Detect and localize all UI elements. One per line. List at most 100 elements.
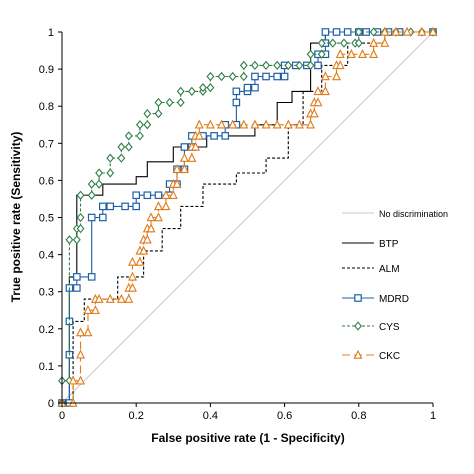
legend-label: MDRD — [379, 294, 409, 305]
data-point-mdrd — [99, 202, 107, 211]
data-point-cys — [76, 212, 85, 223]
data-point-cys — [306, 49, 315, 59]
data-point-mdrd — [332, 28, 341, 36]
y-tick-label: 0.3 — [39, 287, 54, 299]
data-point-ckc — [391, 26, 401, 36]
data-point-ckc — [261, 119, 271, 129]
x-tick-label: 0 — [59, 410, 65, 422]
data-point-cys — [354, 38, 363, 48]
data-point-cys — [176, 86, 185, 97]
legend-item-alm: ALM — [342, 264, 400, 275]
data-point-cys — [143, 108, 152, 119]
data-point-mdrd — [106, 202, 115, 211]
data-point-cys — [284, 60, 293, 71]
legend-swatch-marker — [353, 349, 363, 359]
data-point-ckc — [116, 293, 126, 303]
data-point-cys — [143, 120, 152, 130]
legend-swatch-marker — [354, 321, 362, 331]
data-point-ckc — [179, 164, 189, 174]
data-point-ckc — [320, 71, 330, 81]
data-point-cys — [239, 71, 248, 82]
data-point-ckc — [161, 201, 171, 211]
data-point-cys — [165, 97, 174, 108]
data-point-mdrd — [143, 191, 152, 200]
data-point-ckc — [124, 293, 134, 303]
data-point-cys — [135, 120, 144, 130]
data-point-ckc — [94, 293, 104, 303]
data-point-cys — [273, 60, 282, 71]
y-tick-label: 0.8 — [39, 101, 54, 113]
data-point-ckc — [76, 349, 86, 359]
data-point-ckc — [105, 293, 115, 303]
data-point-cys — [117, 142, 126, 152]
data-point-ckc — [335, 49, 345, 59]
data-point-ckc — [172, 178, 182, 188]
data-point-mdrd — [87, 213, 96, 222]
data-point-cys — [95, 179, 104, 189]
legend-item-no-discrimination: No discrimination — [342, 209, 448, 219]
data-point-cys — [76, 223, 85, 234]
data-point-cys — [65, 235, 74, 245]
data-point-ckc — [250, 119, 260, 129]
data-point-cys — [187, 86, 196, 97]
data-point-cys — [124, 142, 133, 152]
data-point-ckc — [187, 152, 197, 162]
data-point-cys — [228, 71, 237, 82]
data-point-ckc — [83, 305, 93, 315]
data-point-ckc — [294, 119, 304, 129]
data-point-mdrd — [262, 72, 270, 81]
data-point-ckc — [346, 49, 356, 59]
data-point-mdrd — [154, 191, 163, 200]
data-point-ckc — [142, 234, 152, 244]
data-point-mdrd — [314, 61, 322, 70]
x-tick-label: 0.6 — [277, 410, 292, 422]
data-point-ckc — [83, 327, 93, 337]
x-tick-label: 0.2 — [129, 410, 144, 422]
series-alm — [62, 31, 433, 404]
legend-swatch-marker — [354, 294, 362, 302]
data-point-ckc — [313, 86, 323, 96]
data-point-ckc — [153, 201, 163, 211]
data-point-cys — [328, 38, 337, 48]
data-point-ckc — [172, 164, 182, 174]
data-point-ckc — [417, 26, 427, 36]
series-no-discrimination — [61, 31, 434, 404]
x-axis-label: False positive rate (1 - Specificity) — [151, 431, 344, 445]
data-point-mdrd — [132, 202, 141, 211]
data-point-ckc — [194, 119, 204, 129]
data-point-ckc — [139, 245, 149, 255]
data-point-mdrd — [99, 213, 107, 222]
y-tick-label: 0.5 — [39, 213, 54, 225]
data-point-ckc — [179, 152, 189, 162]
y-tick-label: 0.7 — [39, 138, 54, 150]
data-point-ckc — [128, 282, 137, 292]
data-point-ckc — [335, 60, 345, 70]
data-point-ckc — [228, 119, 238, 129]
data-point-ckc — [369, 37, 379, 47]
legend-item-btp: BTP — [342, 239, 399, 250]
data-point-ckc — [358, 49, 367, 59]
data-point-mdrd — [251, 83, 259, 92]
series-line-no-discrimination — [61, 31, 434, 404]
data-point-cys — [72, 235, 81, 245]
data-point-mdrd — [280, 72, 289, 81]
data-point-ckc — [332, 71, 342, 81]
legend-item-ckc: CKC — [342, 349, 400, 362]
data-point-mdrd — [232, 87, 241, 96]
data-point-cys — [206, 82, 215, 93]
data-point-cys — [135, 131, 144, 141]
y-tick-label: 0.9 — [39, 64, 54, 76]
data-point-cys — [76, 190, 85, 200]
data-point-ckc — [191, 141, 201, 151]
data-point-cys — [206, 71, 215, 82]
data-point-mdrd — [273, 72, 281, 81]
data-point-mdrd — [73, 284, 81, 292]
data-point-ckc — [380, 37, 390, 47]
data-point-mdrd — [321, 28, 330, 36]
data-point-ckc — [128, 271, 137, 281]
data-point-ckc — [68, 375, 78, 385]
y-tick-label: 0.4 — [39, 250, 54, 262]
data-point-ckc — [313, 97, 323, 107]
series-ckc — [57, 26, 438, 407]
